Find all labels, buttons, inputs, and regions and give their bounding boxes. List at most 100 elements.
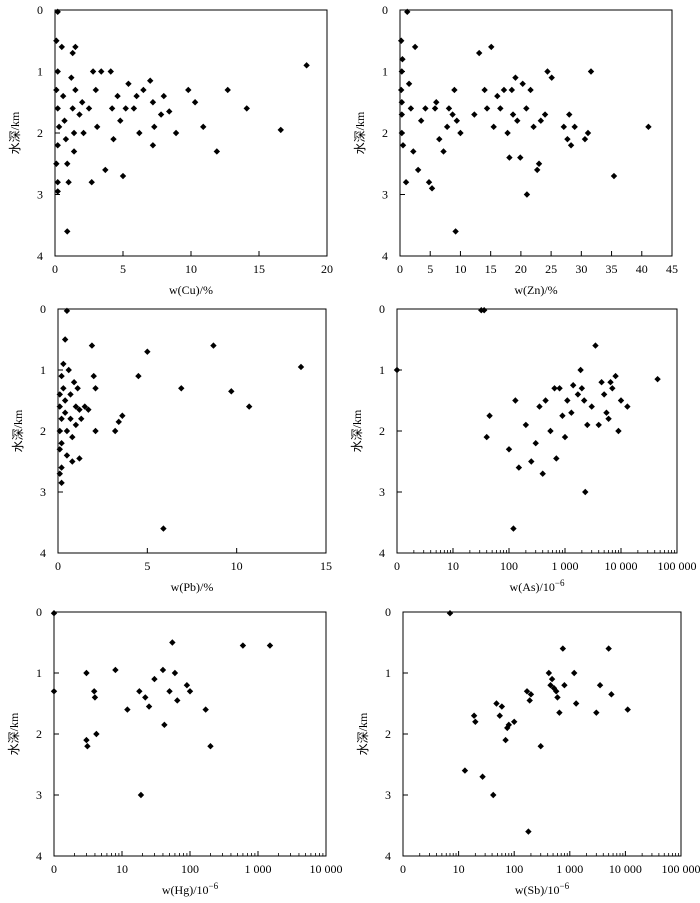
- data-point: [559, 412, 566, 419]
- data-point: [425, 179, 433, 186]
- data-point: [532, 440, 539, 447]
- data-point: [431, 105, 439, 112]
- data-point: [522, 421, 530, 429]
- data-point: [67, 391, 74, 398]
- data-point: [561, 682, 568, 689]
- data-point: [93, 730, 100, 738]
- data-point: [92, 427, 99, 435]
- data-point: [78, 415, 85, 422]
- data-point: [122, 105, 129, 112]
- data-point: [174, 697, 181, 704]
- data-point: [547, 427, 554, 435]
- data-point: [402, 179, 410, 186]
- y-tick-label: 1: [385, 666, 391, 680]
- data-point: [202, 706, 209, 713]
- data-point: [564, 397, 571, 404]
- data-point: [526, 697, 533, 704]
- data-point: [58, 415, 65, 422]
- data-point: [414, 166, 422, 174]
- data-point: [169, 639, 176, 646]
- data-point: [61, 336, 69, 343]
- x-tick-label: 100: [181, 862, 199, 876]
- data-point: [505, 446, 513, 453]
- data-point: [81, 403, 88, 410]
- data-point: [70, 129, 78, 137]
- data-point: [58, 372, 65, 380]
- data-point: [160, 92, 167, 100]
- y-tick-label: 3: [382, 188, 388, 202]
- y-tick-label: 4: [385, 849, 391, 863]
- data-point: [551, 385, 558, 392]
- data-point: [53, 37, 60, 44]
- x-tick-label: 15: [320, 559, 332, 573]
- data-point: [55, 123, 63, 131]
- x-tick-label: 100 000: [658, 559, 697, 573]
- data-point: [63, 307, 71, 315]
- data-point: [572, 700, 580, 707]
- y-tick-label: 2: [379, 424, 385, 438]
- data-point: [151, 123, 158, 131]
- data-point: [428, 185, 436, 192]
- data-point: [422, 105, 429, 112]
- data-point: [85, 105, 93, 112]
- data-point: [186, 688, 194, 695]
- data-point: [523, 688, 531, 695]
- x-tick-label: 20: [515, 262, 527, 276]
- data-point: [65, 366, 72, 374]
- data-point: [610, 172, 618, 180]
- data-point: [452, 228, 459, 235]
- data-point: [67, 415, 74, 422]
- data-point: [398, 129, 406, 137]
- data-point: [486, 412, 493, 419]
- data-point: [554, 694, 561, 701]
- data-point: [157, 111, 165, 118]
- data-point: [470, 712, 478, 719]
- data-point: [89, 68, 97, 75]
- data-point: [580, 397, 588, 404]
- y-tick-label: 3: [40, 485, 46, 499]
- data-point: [490, 791, 497, 799]
- data-point: [556, 709, 563, 716]
- data-point: [561, 433, 569, 441]
- y-tick-label: 2: [382, 126, 388, 140]
- data-point: [54, 142, 61, 149]
- data-point: [93, 123, 101, 131]
- x-tick-label: 0: [55, 559, 61, 573]
- data-point: [615, 427, 622, 435]
- y-tick-label: 1: [36, 666, 42, 680]
- x-axis-label: w(Zn)/%: [514, 283, 557, 297]
- data-point: [142, 694, 149, 701]
- data-point: [50, 610, 58, 617]
- data-point: [112, 666, 119, 674]
- x-axis-label: w(Sb)/10−6: [515, 881, 570, 897]
- data-point: [79, 99, 86, 106]
- data-point: [69, 49, 76, 57]
- data-point: [70, 148, 78, 155]
- data-point: [210, 342, 217, 349]
- data-point: [62, 135, 70, 143]
- x-tick-label: 0: [51, 862, 57, 876]
- data-point: [399, 56, 406, 63]
- data-point: [63, 452, 71, 459]
- data-point: [114, 92, 121, 100]
- data-point: [398, 68, 406, 75]
- x-tick-label: 0: [397, 262, 403, 276]
- data-point: [83, 736, 90, 744]
- data-point: [569, 382, 577, 389]
- data-point: [166, 688, 173, 695]
- data-point: [504, 724, 511, 732]
- data-point: [54, 105, 61, 112]
- data-point: [445, 105, 453, 112]
- data-point: [506, 154, 513, 161]
- data-point: [90, 688, 98, 695]
- data-point: [480, 307, 488, 314]
- data-point: [528, 458, 535, 465]
- y-axis-label: 水深/km: [11, 409, 25, 452]
- data-point: [228, 388, 235, 395]
- data-point: [525, 828, 532, 835]
- data-point: [504, 129, 511, 137]
- data-point: [149, 99, 157, 106]
- data-point: [609, 385, 616, 392]
- data-point: [534, 166, 541, 174]
